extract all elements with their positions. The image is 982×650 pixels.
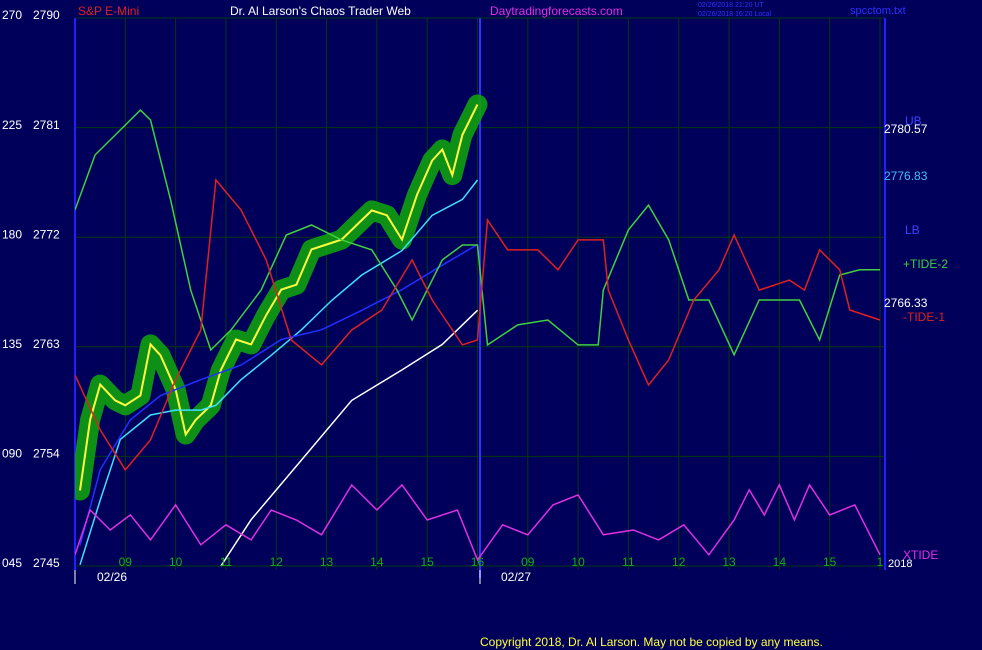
y2-tick-label: 135 xyxy=(2,337,22,351)
x-tick-label: 16 xyxy=(471,555,485,569)
x-tick-label: 09 xyxy=(119,555,133,569)
x-tick-label: 1 xyxy=(877,555,884,569)
annotation: LB xyxy=(905,223,920,237)
file-label: spcctom.txt xyxy=(850,5,906,17)
x-tick-label: 09 xyxy=(521,555,535,569)
x-tick-label: 12 xyxy=(270,555,284,569)
x-tick-label: 14 xyxy=(773,555,787,569)
timestamp: 02/26/2018 16:20 Local xyxy=(698,11,772,18)
annotation: UB xyxy=(905,114,922,128)
series-line xyxy=(75,483,881,562)
y-tick-label: 2754 xyxy=(33,447,60,461)
date-label: 02/26 xyxy=(97,570,127,584)
legend-entry: XTIDE xyxy=(903,548,938,562)
x-tick-label: 13 xyxy=(722,555,736,569)
y-tick-label: 2745 xyxy=(33,556,60,570)
x-tick-label: 10 xyxy=(169,555,183,569)
annotation: 2776.83 xyxy=(884,169,928,183)
y-tick-label: 2790 xyxy=(33,8,60,22)
x-tick-label: 15 xyxy=(823,555,837,569)
series-line xyxy=(79,179,479,566)
y-tick-label: 2772 xyxy=(33,227,60,241)
series-line xyxy=(79,243,478,546)
site-label: Daytradingforecasts.com xyxy=(490,4,623,18)
y-tick-label: 2763 xyxy=(33,337,60,351)
series-line xyxy=(79,104,479,491)
date-label: 02/27 xyxy=(501,570,531,584)
series-group xyxy=(75,94,881,567)
y2-tick-label: 180 xyxy=(2,227,22,241)
series-line xyxy=(220,309,479,567)
y2-tick-label: 225 xyxy=(2,118,22,132)
y2-tick-label: 045 xyxy=(2,556,22,570)
x-tick-label: 15 xyxy=(420,555,434,569)
series-line xyxy=(75,178,881,472)
year-label: 2018 xyxy=(888,558,912,570)
y2-tick-label: 270 xyxy=(2,8,22,22)
x-tick-label: 11 xyxy=(220,555,233,569)
x-tick-label: 10 xyxy=(571,555,585,569)
chart-title: Dr. Al Larson's Chaos Trader Web xyxy=(230,4,411,18)
y-tick-label: 2781 xyxy=(33,118,60,132)
legend-entry: +TIDE-2 xyxy=(903,257,948,271)
x-tick-label: 11 xyxy=(622,555,635,569)
annotation: 2780.57 xyxy=(884,122,928,136)
annotation: 2766.33 xyxy=(884,296,928,310)
x-tick-label: 14 xyxy=(370,555,384,569)
timestamp: 02/26/2018 21:20 UT xyxy=(698,2,764,9)
legend-entry: -TIDE-1 xyxy=(903,310,945,324)
instrument-label: S&P E-Mini xyxy=(78,4,139,18)
y2-tick-label: 090 xyxy=(2,447,22,461)
series-line xyxy=(75,109,880,357)
x-tick-label: 12 xyxy=(672,555,686,569)
footer: Copyright 2018, Dr. Al Larson. May not b… xyxy=(480,635,823,649)
x-tick-label: 13 xyxy=(320,555,334,569)
